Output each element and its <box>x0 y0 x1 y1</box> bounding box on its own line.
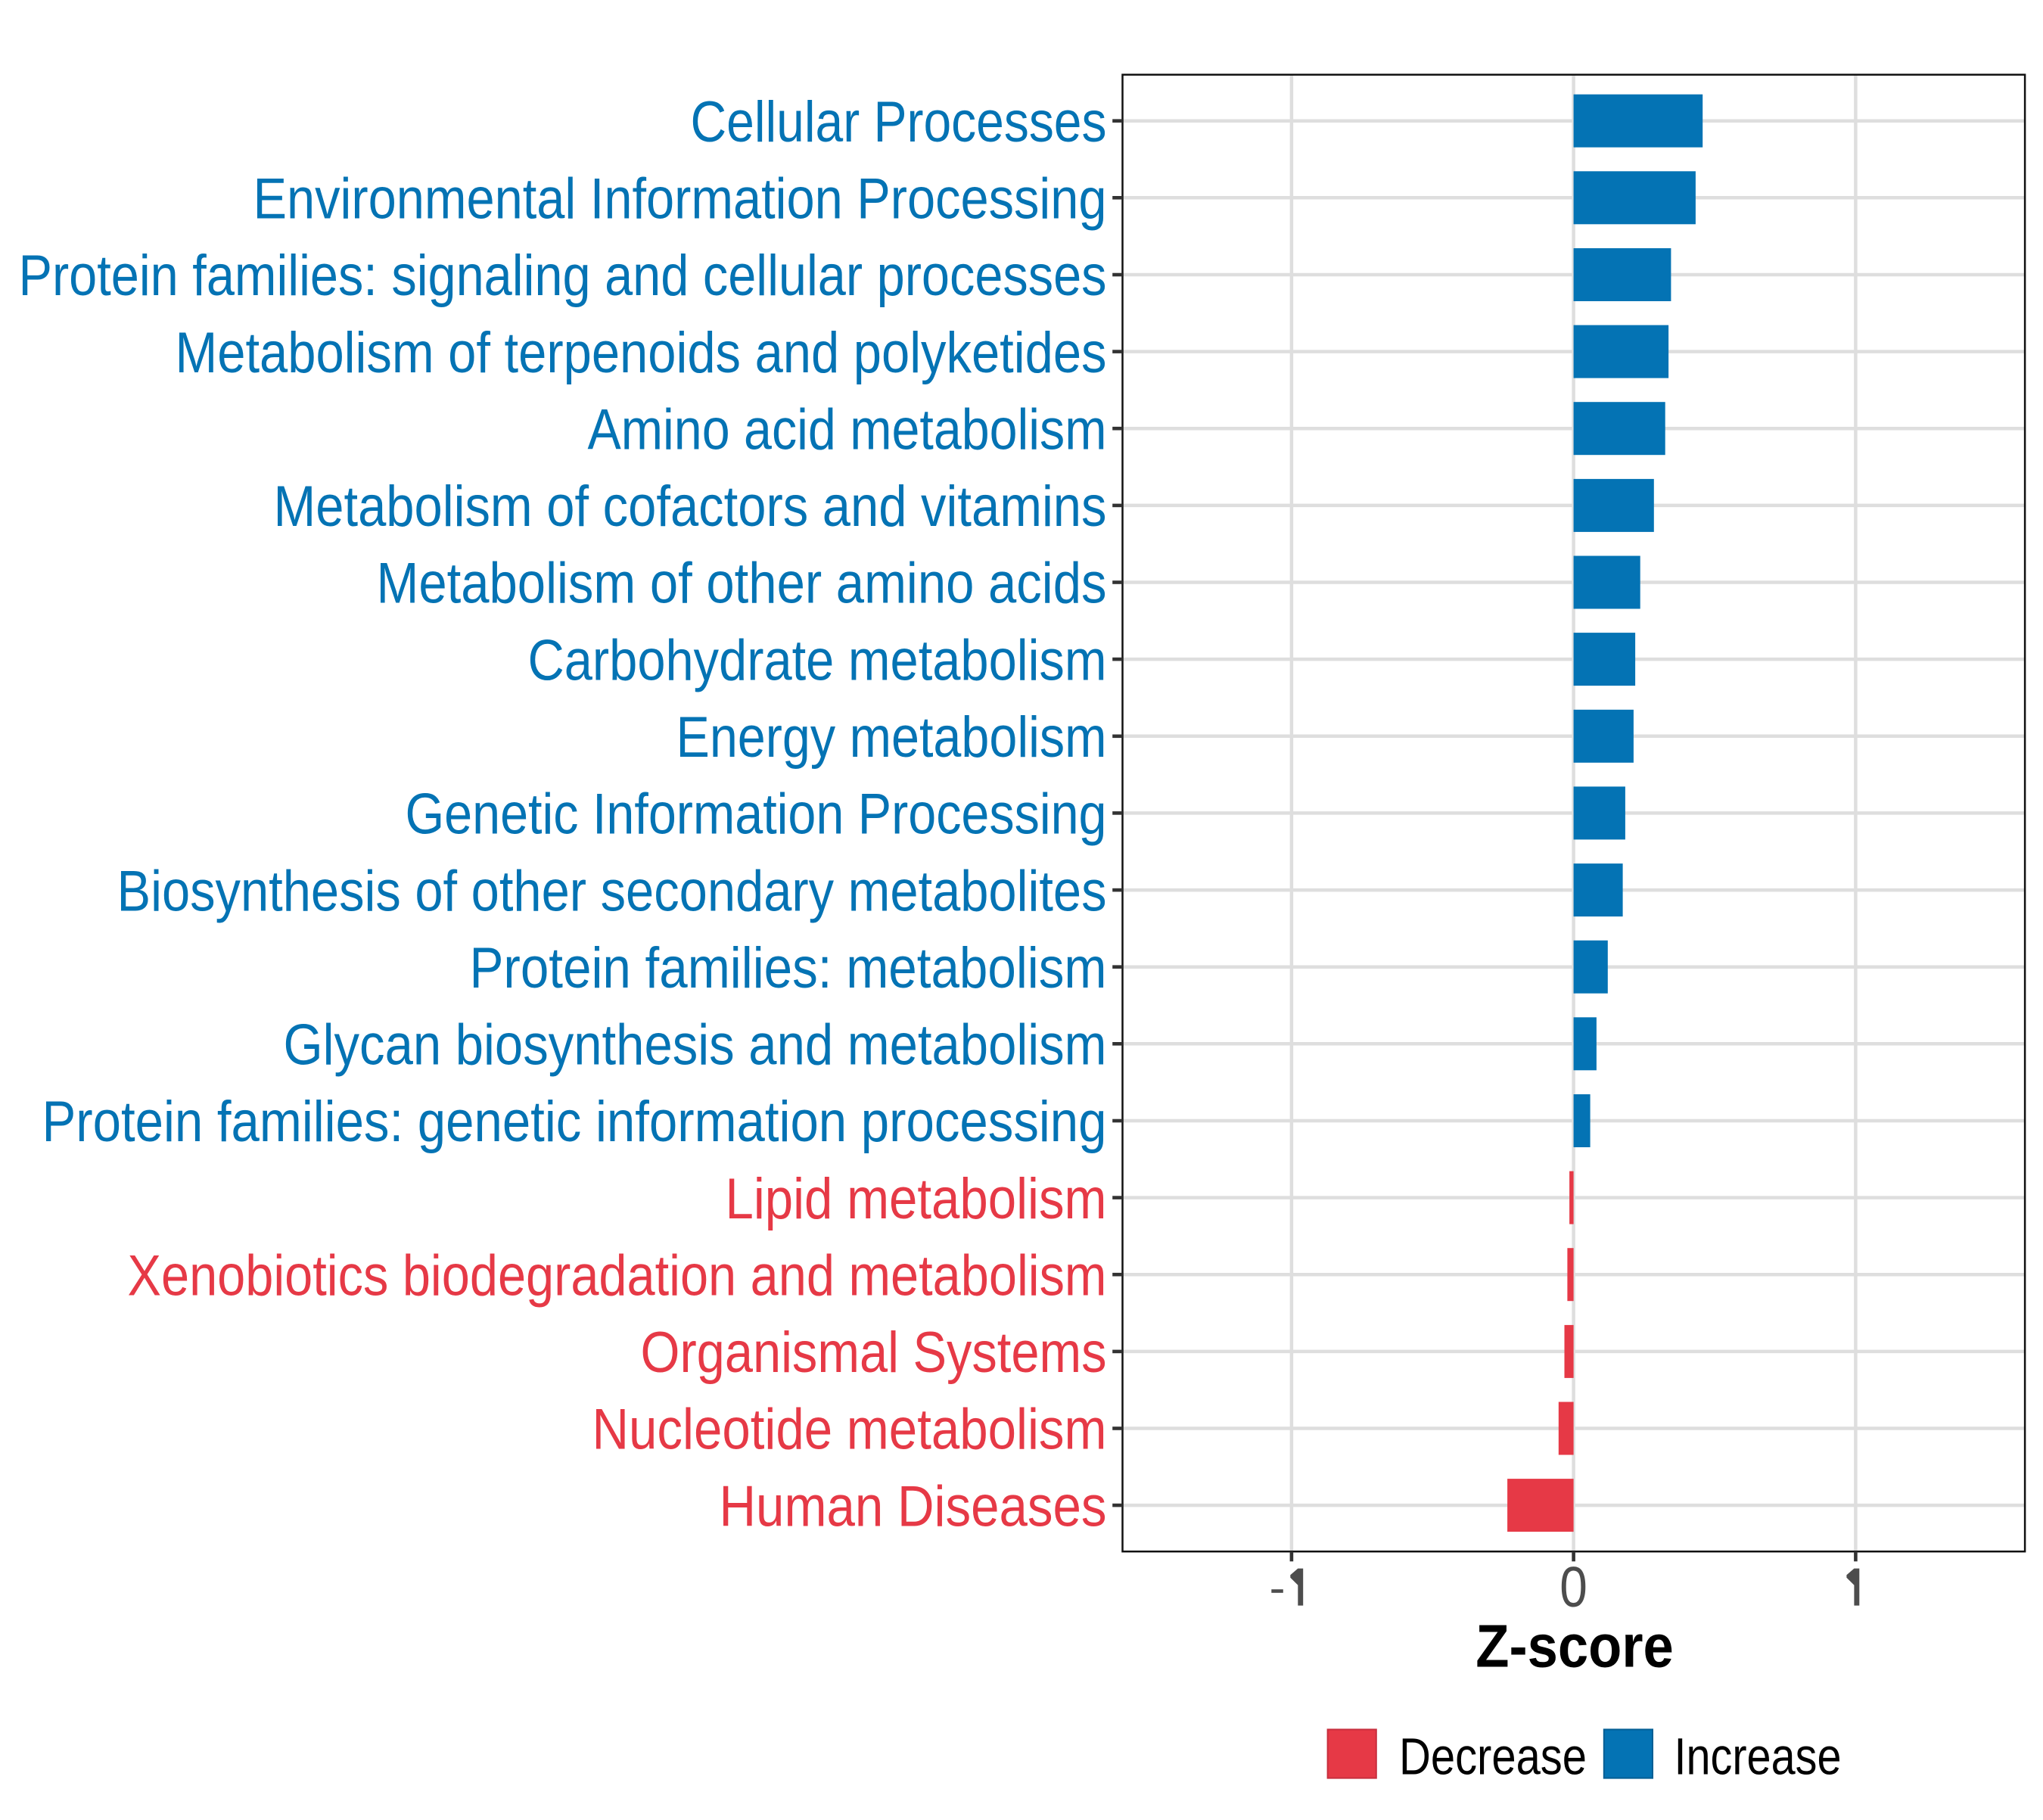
svg-text:Increase: Increase <box>1675 1727 1842 1785</box>
svg-text:Decrease: Decrease <box>1399 1727 1587 1785</box>
svg-text:Z-score: Z-score <box>1476 1613 1674 1680</box>
svg-text:Biosynthesis of other secondar: Biosynthesis of other secondary metaboli… <box>117 859 1107 923</box>
svg-text:Environmental Information Proc: Environmental Information Processing <box>253 167 1107 232</box>
svg-text:Glycan biosynthesis and metabo: Glycan biosynthesis and metabolism <box>284 1013 1107 1078</box>
svg-text:Xenobiotics biodegradation and: Xenobiotics biodegradation and metabolis… <box>128 1243 1107 1308</box>
svg-text:Metabolism of cofactors and vi: Metabolism of cofactors and vitamins <box>274 474 1107 539</box>
svg-text:Protein families: metabolism: Protein families: metabolism <box>470 936 1107 1000</box>
svg-text:Metabolism of terpenoids and p: Metabolism of terpenoids and polyketides <box>176 321 1107 385</box>
svg-text:Nucleotide metabolism: Nucleotide metabolism <box>592 1398 1107 1462</box>
svg-text:Lipid metabolism: Lipid metabolism <box>726 1167 1107 1231</box>
svg-text:Organismal Systems: Organismal Systems <box>641 1321 1107 1385</box>
svg-text:0: 0 <box>1559 1555 1587 1619</box>
svg-text:Human Diseases: Human Diseases <box>720 1474 1107 1538</box>
svg-text:Energy metabolism: Energy metabolism <box>676 705 1107 770</box>
svg-text:Metabolism of other amino acid: Metabolism of other amino acids <box>377 552 1107 616</box>
svg-text:Protein families: genetic info: Protein families: genetic information pr… <box>42 1090 1107 1154</box>
svg-text:Protein families: signaling an: Protein families: signaling and cellular… <box>19 244 1107 308</box>
svg-text:Amino acid metabolism: Amino acid metabolism <box>588 397 1107 462</box>
svg-text:Genetic Information Processing: Genetic Information Processing <box>406 782 1107 847</box>
svg-text:Cellular Processes: Cellular Processes <box>691 90 1107 154</box>
svg-text:Carbohydrate metabolism: Carbohydrate metabolism <box>528 628 1107 692</box>
